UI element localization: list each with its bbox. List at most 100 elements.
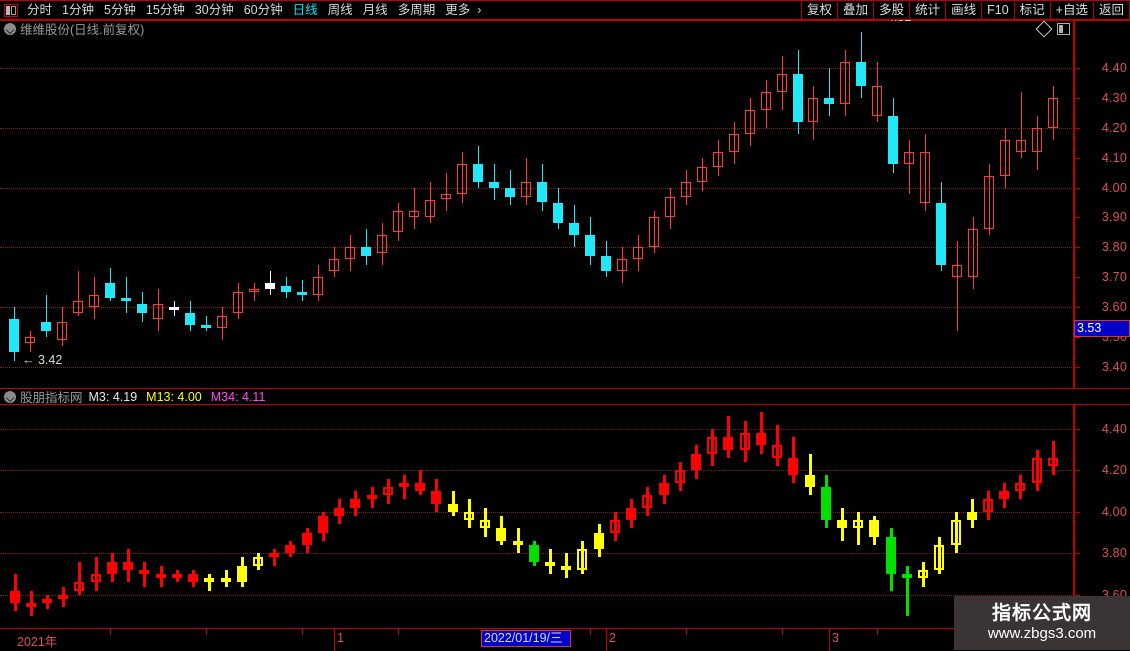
candle-body: [777, 73, 787, 92]
button-diejia[interactable]: 叠加: [838, 1, 875, 19]
candle-wick: [744, 420, 747, 463]
candle-body: [869, 520, 879, 537]
button-duogu[interactable]: 多股: [874, 1, 911, 19]
candle-body: [367, 495, 377, 500]
candle-wick: [922, 561, 925, 587]
watermark-url: www.zbgs3.com: [987, 625, 1097, 642]
price-tick-mark: [1075, 157, 1080, 159]
candle-wick: [925, 133, 926, 212]
candle-body: [729, 133, 739, 152]
indicator-plot-area[interactable]: [0, 404, 1074, 628]
candle-wick: [206, 316, 207, 332]
candle-wick: [622, 247, 623, 284]
candle-body: [723, 437, 733, 450]
candle-wick: [646, 486, 649, 516]
button-tongji[interactable]: 统计: [910, 1, 947, 19]
candle-body: [821, 486, 831, 521]
candle-body: [409, 211, 419, 218]
candle-body: [121, 298, 131, 302]
candle-wick: [813, 85, 814, 140]
date-separator: [686, 629, 687, 635]
candle-body: [253, 557, 263, 566]
candle-wick: [750, 97, 751, 146]
price-tick-label: 3.60: [1101, 300, 1127, 315]
price-tick-label: 4.10: [1101, 150, 1127, 165]
panel-toggle-icon[interactable]: [4, 3, 18, 17]
candle-wick: [829, 67, 830, 116]
candle-body: [334, 507, 344, 516]
candle-body: [350, 499, 360, 508]
chevron-down-circle-icon[interactable]: [4, 390, 16, 403]
candle-wick: [225, 569, 228, 587]
candle-body: [265, 283, 275, 290]
candle-wick: [382, 223, 383, 266]
price-tick-mark: [1075, 217, 1080, 219]
candle-body: [188, 574, 198, 583]
gridline: [0, 594, 1074, 596]
button-fuquan[interactable]: 复权: [801, 1, 839, 19]
indicator-value-m3: M3: 4.19: [88, 389, 138, 404]
period-weekly[interactable]: 周线: [327, 3, 353, 17]
candle-wick: [78, 271, 79, 317]
period-monthly[interactable]: 月线: [362, 3, 388, 17]
candle-wick: [877, 61, 878, 122]
candle-body: [713, 151, 723, 167]
price-chart-corner-icons: [1035, 20, 1070, 38]
candle-body: [553, 202, 563, 224]
date-separator: [302, 629, 303, 635]
candle-wick: [387, 478, 390, 504]
candle-body: [1016, 139, 1026, 152]
candle-body: [89, 295, 99, 308]
candle-body: [675, 470, 685, 483]
chevron-down-circle-icon[interactable]: [4, 22, 16, 35]
period-15min[interactable]: 15分钟: [145, 3, 185, 17]
button-biaoji[interactable]: 标记: [1015, 1, 1051, 19]
period-60min[interactable]: 60分钟: [243, 3, 283, 17]
indicator-tick-label: 3.80: [1101, 546, 1127, 561]
candle-body: [249, 289, 259, 293]
candle-body: [934, 545, 944, 570]
candle-body: [967, 511, 977, 521]
panel-icon[interactable]: [1057, 23, 1070, 35]
chevron-right-icon[interactable]: ›: [477, 3, 482, 17]
candle-body: [888, 115, 898, 164]
candle-wick: [419, 470, 422, 496]
candle-body: [918, 569, 928, 579]
price-plot-area[interactable]: ⌐~ 4.52 ← 3.42: [0, 20, 1074, 388]
date-separator: [877, 629, 878, 635]
price-tick-label: 3.80: [1101, 240, 1127, 255]
period-fenshi[interactable]: 分时: [27, 3, 53, 17]
candle-body: [740, 433, 750, 450]
period-1min[interactable]: 1分钟: [62, 3, 94, 17]
period-more[interactable]: 更多: [445, 3, 471, 17]
price-tick-mark: [1075, 187, 1080, 189]
candle-body: [545, 561, 555, 566]
candle-body: [107, 561, 117, 575]
button-huaxian[interactable]: 画线: [946, 1, 983, 19]
candle-wick: [957, 241, 958, 332]
candle-body: [537, 181, 547, 203]
period-multi[interactable]: 多周期: [397, 3, 436, 17]
candle-body: [73, 301, 83, 314]
button-add-favorite[interactable]: +自选: [1051, 1, 1094, 19]
candle-body: [58, 594, 68, 599]
candle-body: [505, 187, 515, 197]
candle-body: [480, 520, 490, 529]
candle-body: [601, 256, 611, 272]
diamond-icon[interactable]: [1035, 20, 1053, 38]
candle-wick: [446, 172, 447, 212]
period-daily[interactable]: 日线: [292, 3, 318, 17]
candle-wick: [94, 277, 95, 320]
date-tick-label: 3: [832, 631, 839, 645]
date-separator: [590, 629, 591, 635]
button-back[interactable]: 返回: [1094, 1, 1130, 19]
button-f10[interactable]: F10: [982, 1, 1015, 19]
period-5min[interactable]: 5分钟: [103, 3, 136, 17]
date-tick-label: 2: [609, 631, 616, 645]
pane-divider: [0, 20, 1130, 21]
candle-body: [1015, 482, 1025, 492]
candle-body: [1048, 97, 1058, 128]
period-30min[interactable]: 30分钟: [194, 3, 234, 17]
candle-body: [105, 283, 115, 299]
candle-body: [139, 569, 149, 575]
